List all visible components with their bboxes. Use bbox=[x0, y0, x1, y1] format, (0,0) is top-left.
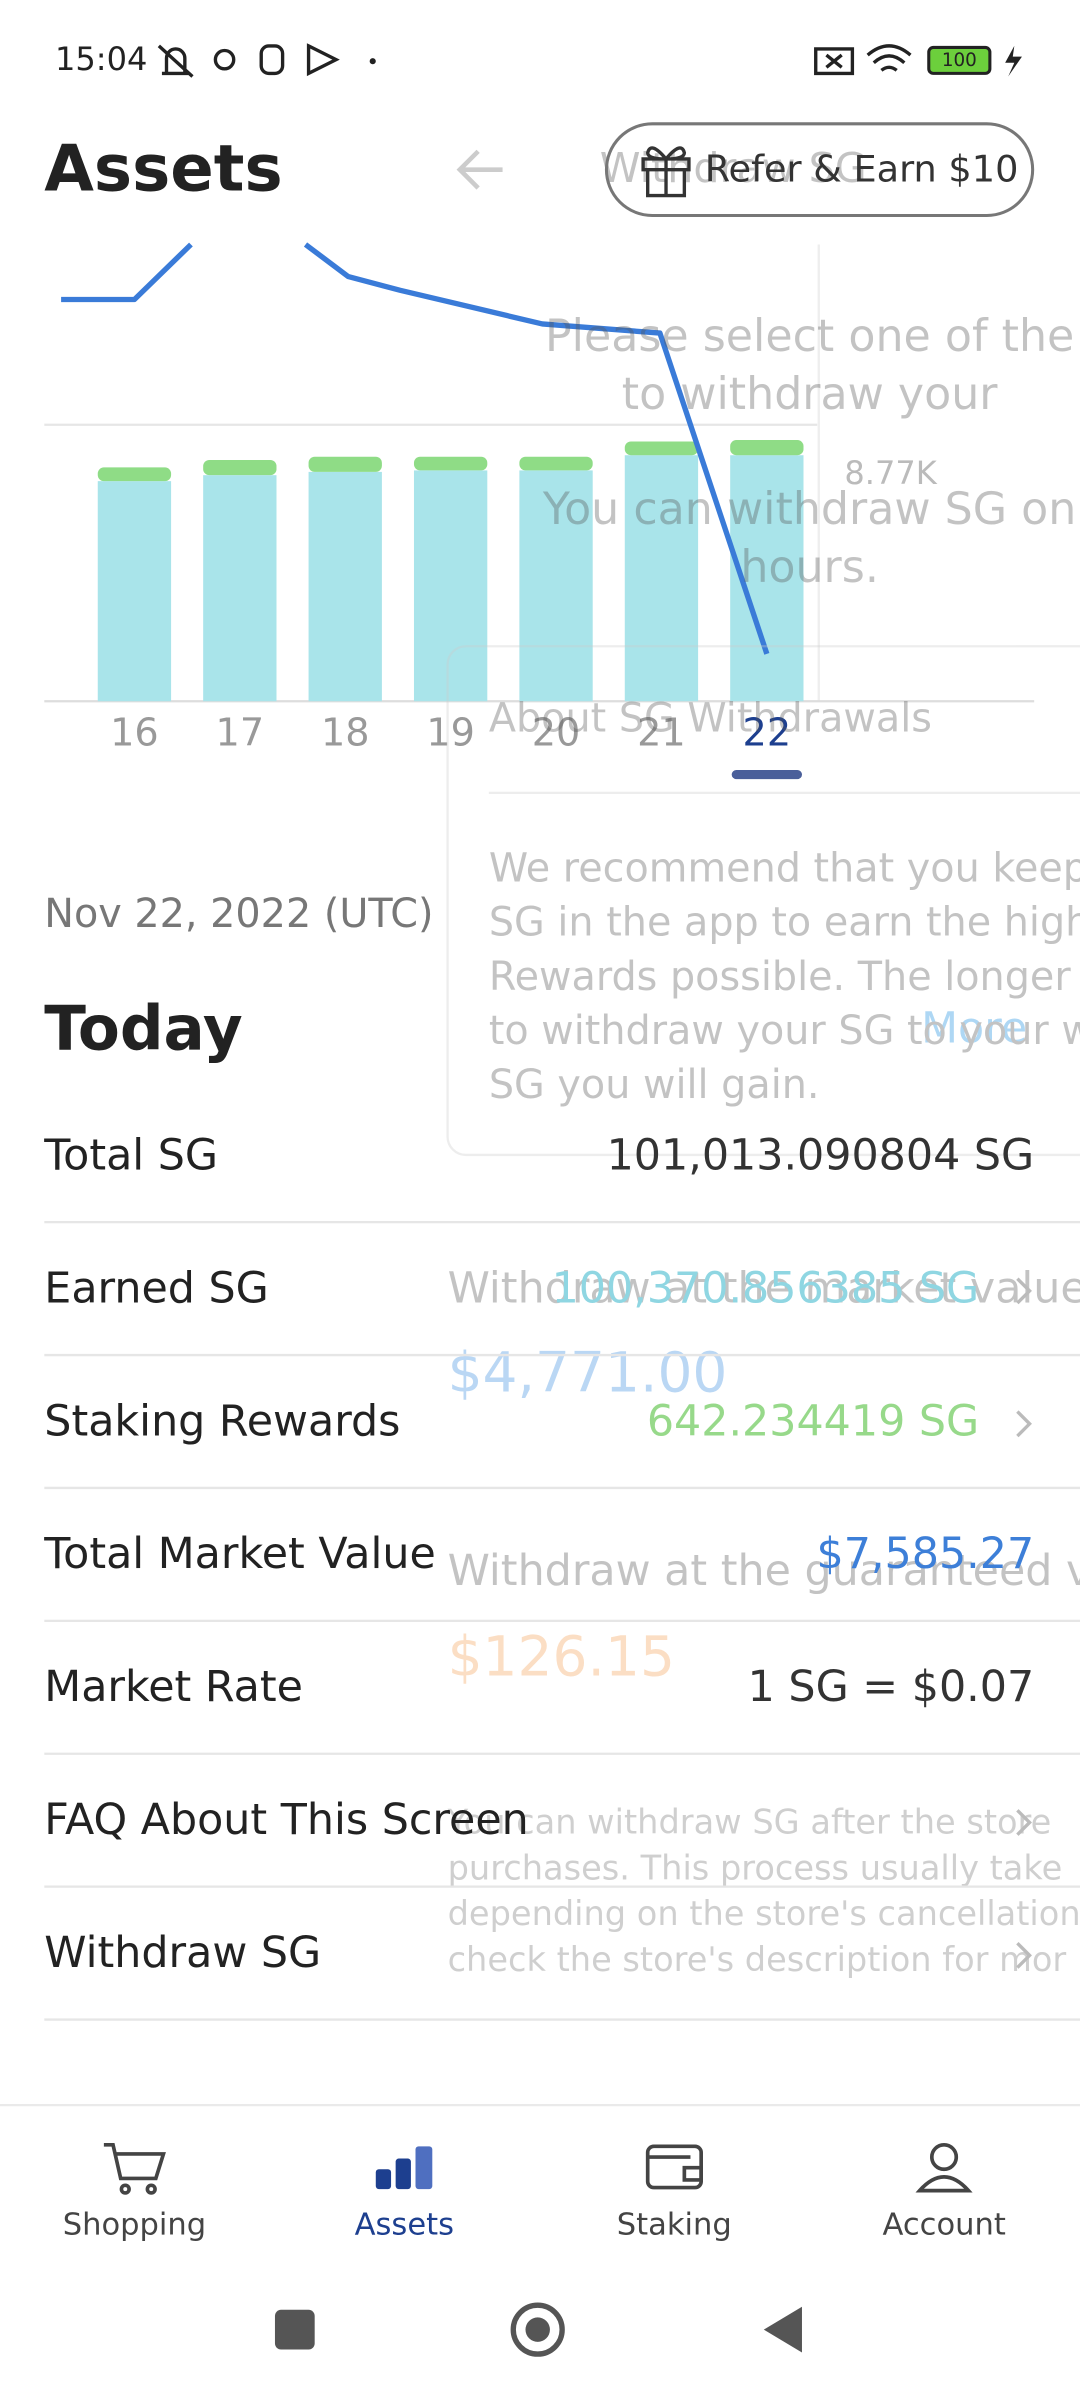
bar-segment bbox=[519, 456, 593, 471]
row-value: 101,013.090804 SG bbox=[607, 1130, 1035, 1180]
status-icons bbox=[157, 43, 912, 78]
bar-segment bbox=[730, 440, 804, 456]
day-label[interactable]: 21 bbox=[637, 711, 686, 755]
row-value[interactable]: 642.234419 SG bbox=[647, 1396, 979, 1446]
overlay-text: You can withdraw SG on bbox=[542, 484, 1076, 535]
overlay-amount: $126.15 bbox=[448, 1625, 675, 1689]
day-label[interactable]: 16 bbox=[110, 711, 159, 755]
row-label: Total SG bbox=[43, 1130, 218, 1180]
overlay-card-title: About SG Withdrawals bbox=[489, 696, 932, 742]
overlay-text: hours. bbox=[740, 542, 879, 593]
overlay-option[interactable]: Withdraw at the guaranteed v bbox=[448, 1546, 1080, 1596]
overlay-text: purchases. This process usually take bbox=[448, 1848, 1063, 1887]
row-value[interactable]: 100,370.856385 SG bbox=[552, 1263, 980, 1313]
overlay-text: to withdraw your SG to your w bbox=[489, 1008, 1080, 1054]
overlay-text: We recommend that you keep bbox=[489, 845, 1080, 891]
gift-icon bbox=[641, 146, 691, 198]
nav-label[interactable]: Staking bbox=[617, 2207, 732, 2242]
bar-segment bbox=[308, 456, 382, 472]
overlay-text: SG you will gain. bbox=[489, 1062, 820, 1108]
overlay-text: check the store's description for mor bbox=[448, 1940, 1067, 1979]
bar-segment bbox=[519, 470, 593, 702]
android-home[interactable] bbox=[510, 2302, 565, 2357]
bar-segment bbox=[97, 467, 172, 482]
section-title: Today bbox=[44, 993, 242, 1064]
chevron[interactable] bbox=[1016, 1809, 1032, 1836]
chart-value-label: 8.77K bbox=[844, 454, 937, 492]
date-label: Nov 22, 2022 (UTC) bbox=[44, 891, 433, 937]
chevron[interactable] bbox=[1016, 1410, 1032, 1438]
android-recents[interactable] bbox=[274, 2309, 315, 2350]
bar-segment bbox=[413, 470, 488, 702]
bar-segment bbox=[203, 459, 277, 476]
refer-button-label: Refer & Earn $10 bbox=[705, 148, 1019, 191]
day-selected-indicator bbox=[731, 769, 802, 780]
bottom-nav: Shopping Assets Staking Account bbox=[63, 2207, 1006, 2242]
status-time: 15:04 bbox=[55, 40, 147, 78]
bar-segment bbox=[308, 471, 382, 702]
day-label[interactable]: 22 bbox=[743, 711, 792, 755]
nav-label[interactable]: Shopping bbox=[63, 2207, 206, 2242]
bar-segment bbox=[203, 475, 277, 702]
overlay-option[interactable]: Withdraw at the market value bbox=[448, 1263, 1080, 1313]
trend-line bbox=[61, 242, 770, 655]
battery bbox=[927, 45, 992, 75]
detail-list: Total SG 101,013.090804 SG Earned SG 100,37… bbox=[43, 1130, 1080, 2021]
nav-label[interactable]: Assets bbox=[355, 2207, 454, 2242]
charging-icon bbox=[1005, 45, 1022, 77]
day-label[interactable]: 17 bbox=[216, 711, 265, 755]
row-value: 1 SG = $0.07 bbox=[748, 1662, 1035, 1712]
overlay-text: SG in the app to earn the high bbox=[489, 900, 1080, 946]
overlay-text: to withdraw your bbox=[622, 369, 999, 420]
bar-segment bbox=[413, 456, 488, 471]
nav-label[interactable]: Account bbox=[883, 2207, 1006, 2242]
row-label[interactable]: Earned SG bbox=[44, 1263, 269, 1313]
back-arrow[interactable] bbox=[456, 149, 503, 190]
overlay-more[interactable]: More bbox=[921, 1004, 1027, 1054]
withdraw-overlay: Withdraw SG About SG Withdrawals More Wi… bbox=[446, 144, 1080, 1979]
android-home-dot bbox=[525, 2317, 550, 2342]
row-label[interactable]: Staking Rewards bbox=[44, 1396, 400, 1446]
day-label[interactable]: 20 bbox=[532, 711, 581, 755]
android-back[interactable] bbox=[763, 2306, 802, 2353]
overlay-text: You can withdraw SG after the store bbox=[447, 1803, 1052, 1842]
overlay-text: Rewards possible. The longer bbox=[489, 954, 1072, 1000]
header-title: Assets bbox=[44, 131, 282, 206]
refer-button[interactable] bbox=[604, 122, 1035, 218]
row-label[interactable]: Withdraw SG bbox=[44, 1928, 321, 1978]
overlay-text: depending on the store's cancellation bbox=[448, 1894, 1080, 1933]
bar-segment bbox=[624, 455, 699, 702]
status-dot bbox=[369, 58, 376, 65]
overlay-text: Please select one of the bbox=[545, 311, 1074, 362]
bars: 16 17 18 19 20 21 22 bbox=[97, 440, 804, 780]
chevron[interactable] bbox=[1016, 1941, 1032, 1969]
row-label[interactable]: FAQ About This Screen bbox=[44, 1795, 528, 1845]
battery-level: 100 bbox=[942, 50, 977, 71]
day-label[interactable]: 19 bbox=[426, 711, 475, 755]
nav-assets-icon bbox=[375, 2146, 433, 2190]
bar-segment bbox=[97, 481, 172, 702]
row-label: Market Rate bbox=[44, 1662, 303, 1712]
bar-segment bbox=[624, 441, 699, 456]
day-label[interactable]: 18 bbox=[321, 711, 370, 755]
overlay-card bbox=[446, 645, 1080, 1157]
nav-icons bbox=[103, 2142, 973, 2195]
chevron[interactable] bbox=[1016, 1277, 1032, 1305]
row-label: Total Market Value bbox=[43, 1529, 436, 1579]
overlay-amount: $4,771.00 bbox=[448, 1341, 728, 1405]
row-value: $7,585.27 bbox=[817, 1529, 1035, 1579]
